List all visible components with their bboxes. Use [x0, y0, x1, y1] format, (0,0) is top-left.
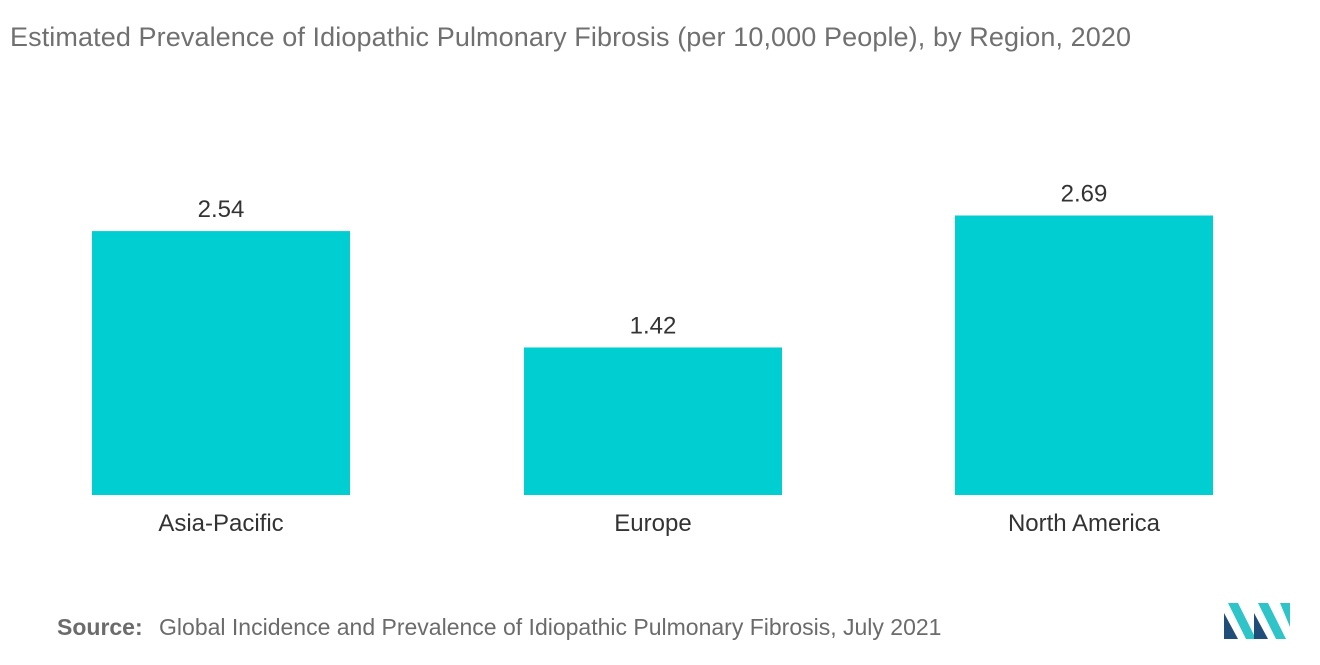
- source-footer: Source: Global Incidence and Prevalence …: [57, 614, 941, 641]
- data-label: 2.69: [1061, 181, 1108, 208]
- brand-logo-icon: [1224, 603, 1290, 639]
- data-label: 1.42: [630, 312, 677, 339]
- x-tick-label: Europe: [614, 510, 691, 537]
- source-text: Global Incidence and Prevalence of Idiop…: [159, 614, 942, 640]
- bar-europe: [524, 347, 782, 495]
- data-label: 2.54: [198, 196, 245, 223]
- x-tick-label: Asia-Pacific: [158, 510, 283, 537]
- bar-north-america: [955, 215, 1213, 495]
- x-tick-label: North America: [1008, 510, 1161, 537]
- chart-title: Estimated Prevalence of Idiopathic Pulmo…: [10, 22, 1132, 52]
- source-label: Source:: [57, 614, 143, 640]
- bar-asia-pacific: [92, 231, 350, 495]
